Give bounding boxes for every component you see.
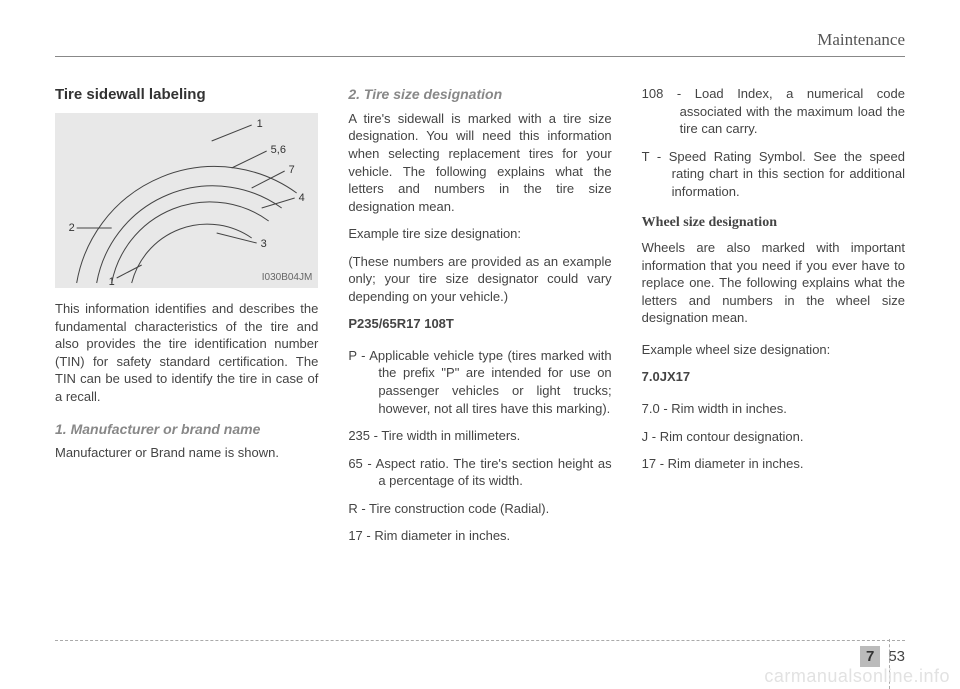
tire-size-p3: (These numbers are provided as an exampl…: [348, 253, 611, 306]
column-1: Tire sidewall labeling: [55, 85, 318, 555]
wheel-p1: Wheels are also marked with impor­tant i…: [642, 239, 905, 327]
wheel-item-70: 7.0 - Rim width in inches.: [642, 400, 905, 418]
item-235: 235 - Tire width in millimeters.: [348, 427, 611, 445]
wheel-size-title: Wheel size designation: [642, 214, 905, 233]
item-r: R - Tire construction code (Radial).: [348, 500, 611, 518]
item-108: 108 - Load Index, a numerical code assoc…: [642, 85, 905, 138]
tire-diagram: 1 5,6 7 4 2 3 1 I030B04JM: [55, 113, 318, 288]
svg-text:7: 7: [289, 164, 295, 176]
wheel-p2: Example wheel size designation:: [642, 341, 905, 359]
item-65: 65 - Aspect ratio. The tire's section he…: [348, 455, 611, 490]
tire-size-example: P235/65R17 108T: [348, 315, 611, 333]
section-header: Maintenance: [55, 30, 905, 57]
tire-size-p1: A tire's sidewall is marked with a tire …: [348, 110, 611, 215]
item-p: P - Applicable vehicle type (tires marke…: [348, 347, 611, 417]
manufacturer-subtitle: 1. Manufacturer or brand name: [55, 420, 318, 439]
column-3: 108 - Load Index, a numerical code assoc…: [642, 85, 905, 555]
svg-text:1: 1: [109, 276, 115, 288]
column-layout: Tire sidewall labeling: [55, 85, 905, 555]
svg-text:4: 4: [299, 192, 305, 204]
page-content: Maintenance Tire sidewall labeling: [55, 30, 905, 659]
wheel-item-17: 17 - Rim diameter in inches.: [642, 455, 905, 473]
svg-text:5,6: 5,6: [271, 144, 286, 156]
item-17: 17 - Rim diameter in inches.: [348, 527, 611, 545]
tire-sidewall-title: Tire sidewall labeling: [55, 85, 318, 105]
page-footer: 7 53: [860, 646, 905, 667]
svg-text:2: 2: [69, 222, 75, 234]
footer-dashline: [55, 640, 905, 641]
svg-text:3: 3: [261, 238, 267, 250]
svg-text:1: 1: [257, 118, 263, 130]
manufacturer-body: Manufacturer or Brand name is shown.: [55, 444, 318, 462]
wheel-item-j: J - Rim contour designation.: [642, 428, 905, 446]
wheel-example: 7.0JX17: [642, 368, 905, 386]
tire-size-subtitle: 2. Tire size designation: [348, 85, 611, 104]
item-t: T - Speed Rating Symbol. See the speed r…: [642, 148, 905, 201]
watermark-text: carmanualsonline.info: [764, 666, 950, 687]
diagram-reference: I030B04JM: [262, 271, 313, 285]
intro-paragraph: This information identifies and describe…: [55, 300, 318, 405]
tire-size-p2: Example tire size designation:: [348, 225, 611, 243]
column-2: 2. Tire size designation A tire's sidewa…: [348, 85, 611, 555]
page-number: 53: [888, 648, 905, 665]
chapter-number: 7: [860, 646, 880, 667]
